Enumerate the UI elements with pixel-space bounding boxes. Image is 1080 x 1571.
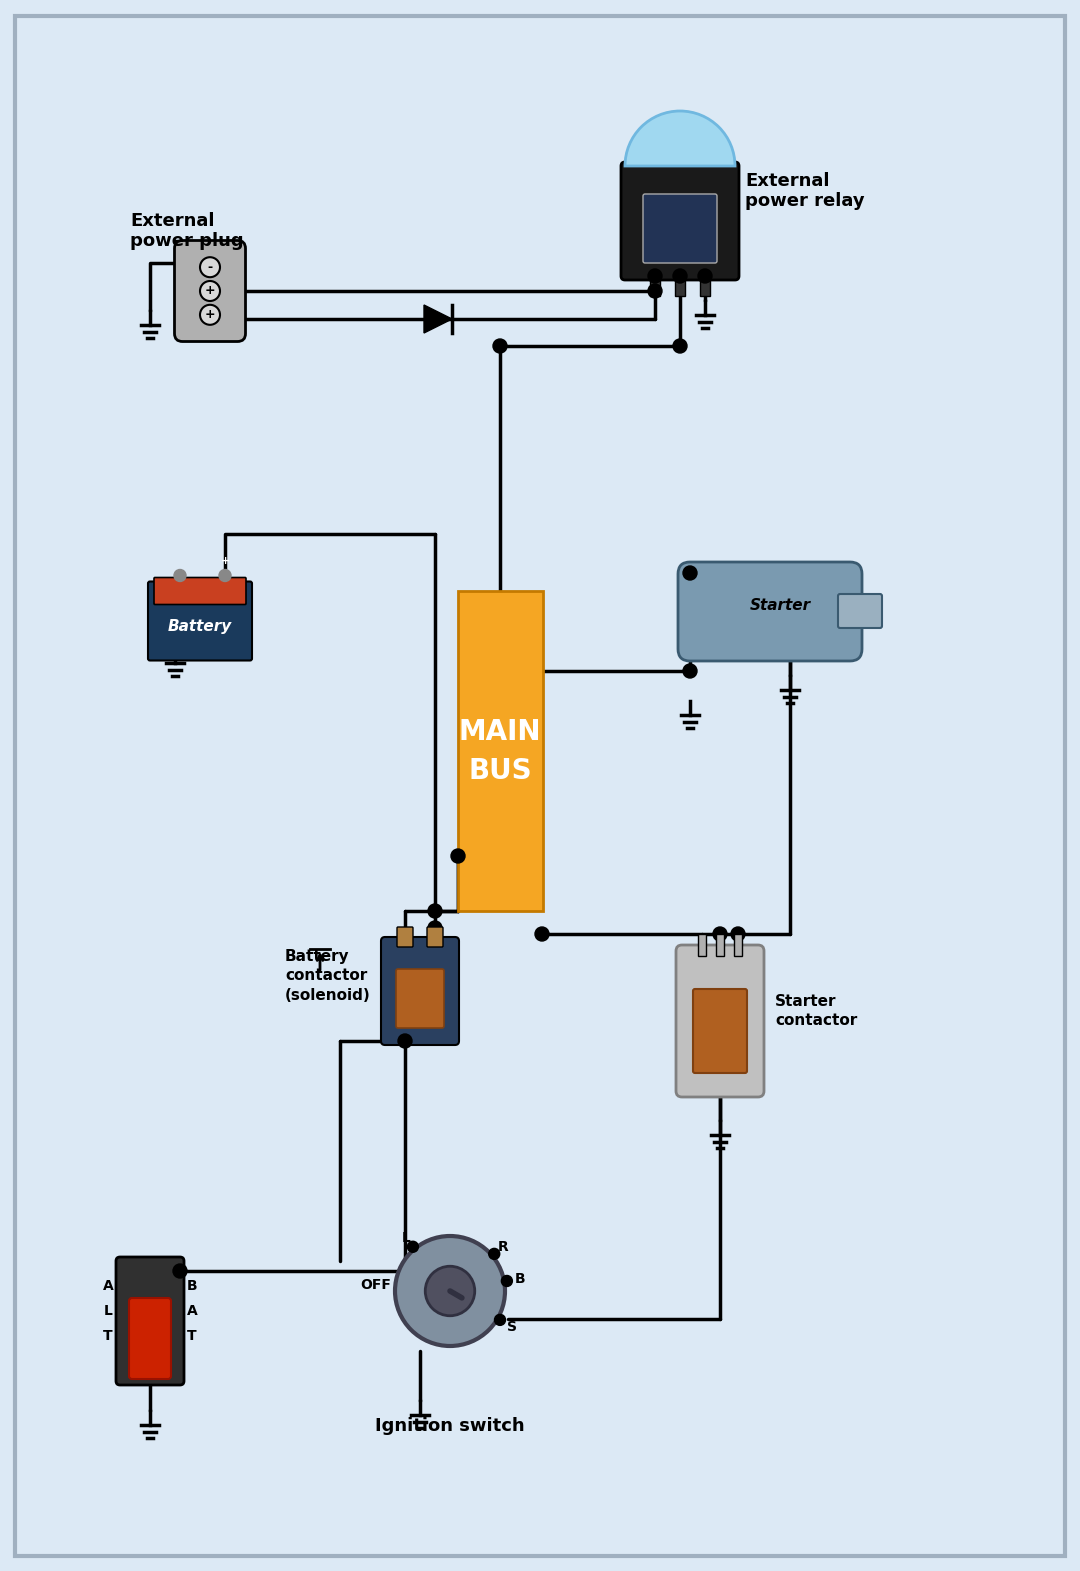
FancyBboxPatch shape bbox=[381, 936, 459, 1045]
Text: External
power plug: External power plug bbox=[130, 212, 244, 250]
Bar bbox=[734, 935, 742, 957]
Text: -: - bbox=[207, 261, 213, 273]
Bar bbox=[700, 273, 710, 295]
FancyBboxPatch shape bbox=[148, 581, 252, 660]
FancyBboxPatch shape bbox=[396, 969, 444, 1027]
Text: L: L bbox=[104, 1304, 112, 1318]
Bar bbox=[650, 273, 660, 295]
Text: External
power relay: External power relay bbox=[745, 171, 865, 211]
Text: R: R bbox=[497, 1240, 508, 1254]
Bar bbox=[698, 935, 706, 957]
Circle shape bbox=[535, 927, 549, 941]
Text: L: L bbox=[402, 1232, 410, 1246]
FancyBboxPatch shape bbox=[643, 193, 717, 262]
FancyBboxPatch shape bbox=[116, 1257, 184, 1386]
FancyBboxPatch shape bbox=[154, 578, 246, 605]
Circle shape bbox=[683, 665, 697, 679]
Circle shape bbox=[489, 1249, 500, 1260]
Text: OFF: OFF bbox=[361, 1277, 391, 1291]
Circle shape bbox=[683, 566, 697, 580]
FancyBboxPatch shape bbox=[397, 927, 413, 947]
Circle shape bbox=[501, 1276, 512, 1287]
Bar bbox=[458, 591, 542, 911]
Text: MAIN
BUS: MAIN BUS bbox=[459, 718, 541, 784]
Circle shape bbox=[492, 339, 507, 353]
Circle shape bbox=[698, 269, 712, 283]
Circle shape bbox=[648, 269, 662, 283]
Circle shape bbox=[713, 927, 727, 941]
FancyBboxPatch shape bbox=[676, 946, 764, 1097]
Text: A: A bbox=[103, 1279, 113, 1293]
Circle shape bbox=[200, 305, 220, 325]
Text: Ignition switch: Ignition switch bbox=[375, 1417, 525, 1434]
Circle shape bbox=[219, 570, 231, 581]
Circle shape bbox=[174, 570, 186, 581]
Bar bbox=[675, 273, 685, 295]
Circle shape bbox=[399, 1034, 411, 1048]
Circle shape bbox=[731, 927, 745, 941]
Text: B: B bbox=[187, 1279, 198, 1293]
Circle shape bbox=[648, 284, 662, 298]
Text: T: T bbox=[187, 1329, 197, 1343]
Bar bbox=[716, 935, 724, 957]
Circle shape bbox=[395, 1236, 505, 1346]
FancyBboxPatch shape bbox=[621, 162, 739, 280]
Circle shape bbox=[495, 1315, 505, 1326]
Circle shape bbox=[407, 1241, 418, 1252]
Circle shape bbox=[673, 339, 687, 353]
Circle shape bbox=[200, 258, 220, 276]
Circle shape bbox=[451, 848, 465, 862]
FancyBboxPatch shape bbox=[129, 1298, 171, 1379]
Text: A: A bbox=[187, 1304, 198, 1318]
FancyBboxPatch shape bbox=[693, 990, 747, 1073]
Text: +: + bbox=[220, 556, 230, 567]
Circle shape bbox=[200, 281, 220, 302]
Circle shape bbox=[428, 903, 442, 917]
FancyBboxPatch shape bbox=[678, 562, 862, 661]
Text: +: + bbox=[205, 284, 215, 297]
Circle shape bbox=[428, 921, 442, 935]
FancyBboxPatch shape bbox=[427, 927, 443, 947]
FancyBboxPatch shape bbox=[175, 240, 245, 341]
Text: T: T bbox=[104, 1329, 112, 1343]
Text: Battery: Battery bbox=[167, 619, 232, 633]
Text: Starter: Starter bbox=[750, 599, 811, 614]
Circle shape bbox=[673, 269, 687, 283]
Text: B: B bbox=[515, 1271, 526, 1285]
Polygon shape bbox=[424, 305, 453, 333]
Text: +: + bbox=[205, 308, 215, 322]
Text: Battery
contactor
(solenoid): Battery contactor (solenoid) bbox=[285, 949, 370, 1004]
Text: Starter
contactor: Starter contactor bbox=[775, 993, 858, 1029]
Text: S: S bbox=[507, 1320, 517, 1334]
Circle shape bbox=[426, 1266, 475, 1316]
FancyBboxPatch shape bbox=[838, 594, 882, 628]
Wedge shape bbox=[625, 112, 735, 167]
Circle shape bbox=[173, 1265, 187, 1277]
